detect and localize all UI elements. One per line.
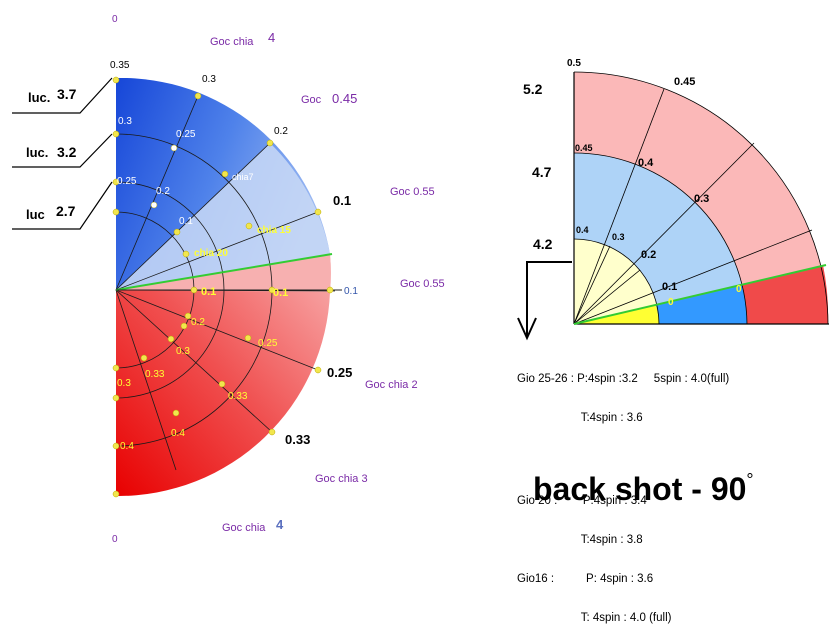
- luc-value-2: 3.2: [57, 144, 77, 160]
- right-left-value-2: 4.7: [532, 164, 552, 180]
- right-left-value-3: 4.2: [533, 236, 553, 252]
- luc-label-1: luc.: [28, 90, 50, 105]
- ring-label-6: 0.3: [612, 232, 625, 242]
- down-arrow-icon: [517, 261, 572, 341]
- edge-zero-bottom: 0: [112, 534, 118, 545]
- inner-label-chia15: chia 15: [257, 225, 291, 236]
- goc-chia-4-top: Goc chia: [210, 36, 254, 48]
- inner-label-2: 0.25: [176, 129, 196, 140]
- ring-label-3: 0.4: [638, 157, 654, 169]
- goc-055-a: Goc 0.55: [390, 186, 435, 198]
- note-line-2: T:4spin : 3.6: [517, 412, 643, 424]
- upper-tick-3: 0.2: [274, 126, 288, 137]
- lower-label-1: 0.2: [191, 317, 205, 328]
- upper-tick-5: 0.1: [344, 286, 358, 297]
- goc-045: Goc: [301, 94, 322, 106]
- inner-label-3: 0.25: [117, 176, 137, 187]
- inner-label-5: 0.1: [179, 216, 193, 227]
- note-line-6: T: 4spin : 4.0 (full): [517, 612, 672, 624]
- note-line-3: Gio 20 : P:4spin : 3.4: [517, 495, 647, 507]
- note-line-1: Gio 25-26 : P:4spin :3.2 5spin : 4.0(ful…: [517, 373, 730, 385]
- lower-label-6: 0.33: [228, 391, 248, 402]
- page-title: back shot - 90°: [533, 470, 754, 508]
- edge-zero-top: 0: [112, 14, 118, 25]
- axis-label-2: 0.1: [273, 287, 288, 299]
- lower-tick-1: 0.25: [327, 365, 352, 380]
- right-lines: [573, 71, 829, 325]
- lower-label-8: 0.4: [120, 441, 134, 452]
- upper-tick-1: 0.35: [110, 60, 130, 71]
- ring-label-1: 0.45: [674, 76, 695, 88]
- inner-label-chia7: chia7: [232, 172, 254, 182]
- goc-chia-2: Goc chia 2: [365, 379, 418, 391]
- lower-tick-2: 0.33: [285, 432, 310, 447]
- zero-mark-1: 0: [668, 297, 674, 308]
- right-top-axis: 0.5: [567, 58, 581, 69]
- left-fan-diagram: 0 0 Goc chia 4 Goc 0.45 Goc 0.55 Goc 0.5…: [12, 14, 445, 545]
- goc-055-b: Goc 0.55: [400, 278, 445, 290]
- upper-tick-4: 0.1: [333, 193, 351, 208]
- diagram-canvas: 0 0 Goc chia 4 Goc 0.45 Goc 0.55 Goc 0.5…: [12, 14, 829, 545]
- ring-label-2: 0.45: [575, 143, 593, 153]
- right-quarter-diagram: 0.5 5.2 4.7 4.2 0.45 0.45 0.4 0.4 0.3 0.…: [517, 58, 829, 341]
- lower-label-3: 0.33: [145, 369, 165, 380]
- inner-label-1: 0.3: [118, 116, 132, 127]
- luc-value-1: 3.7: [57, 86, 77, 102]
- ring-label-8: 0.1: [662, 281, 677, 293]
- left-green-line: [115, 253, 333, 291]
- ring-label-4: 0.4: [576, 225, 589, 235]
- note-line-5: Gio16 : P: 4spin : 3.6: [517, 573, 654, 585]
- luc-labels: [12, 77, 113, 230]
- ring-label-7: 0.2: [641, 249, 656, 261]
- inner-label-chia20: chia 20: [194, 248, 228, 259]
- ring-label-5: 0.3: [694, 193, 709, 205]
- degree-symbol: °: [746, 470, 754, 490]
- left-radial-lines: [115, 95, 336, 471]
- lower-label-2: 0.3: [176, 346, 190, 357]
- goc-chia-4-top-num: 4: [268, 30, 275, 45]
- goc-045-num: 0.45: [332, 91, 357, 106]
- luc-label-3: luc: [26, 207, 45, 222]
- axis-label-1: 0.1: [201, 286, 216, 298]
- lower-label-7: 0.4: [171, 428, 185, 439]
- left-dots: [112, 76, 334, 498]
- goc-chia-3: Goc chia 3: [315, 473, 368, 485]
- goc-chia-4-bottom-num: 4: [276, 517, 284, 532]
- inner-label-4: 0.2: [156, 186, 170, 197]
- luc-label-2: luc.: [26, 145, 48, 160]
- right-green-line: [573, 264, 827, 325]
- right-left-value-1: 5.2: [523, 81, 543, 97]
- goc-chia-4-bottom: Goc chia: [222, 522, 266, 534]
- upper-tick-2: 0.3: [202, 74, 216, 85]
- title-text: back shot - 90: [533, 471, 747, 507]
- luc-value-3: 2.7: [56, 203, 76, 219]
- note-line-4: T:4spin : 3.8: [517, 534, 643, 546]
- zero-mark-2: 0: [736, 284, 742, 295]
- upper-light-sector: [116, 143, 330, 290]
- lower-label-5: 0.25: [258, 338, 278, 349]
- lower-red-sector: [116, 254, 331, 497]
- lower-label-4: 0.3: [117, 378, 131, 389]
